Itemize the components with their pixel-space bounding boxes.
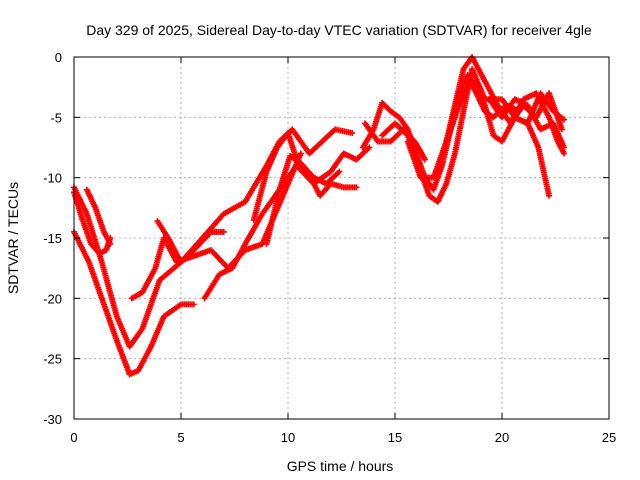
x-tick-label: 5: [177, 430, 184, 445]
data-series-track-6: [154, 218, 227, 266]
data-series-track-4: [83, 186, 114, 248]
x-axis-label: GPS time / hours: [287, 458, 394, 474]
x-tick-label: 10: [281, 430, 295, 445]
data-point: [190, 301, 197, 308]
chart-title: Day 329 of 2025, Sidereal Day-to-day VTE…: [86, 22, 592, 38]
data-point: [561, 116, 568, 123]
data-point: [421, 156, 428, 163]
data-series-track-3: [71, 228, 197, 378]
x-tick-label: 25: [602, 430, 616, 445]
data-marks: [71, 54, 568, 378]
data-point: [220, 228, 227, 235]
data-point: [336, 168, 343, 175]
x-tick-label: 15: [388, 430, 402, 445]
data-series-track-16: [507, 90, 568, 157]
data-point: [107, 241, 114, 248]
data-point: [561, 150, 568, 157]
data-point: [353, 184, 360, 191]
x-tick-label: 20: [495, 430, 509, 445]
y-axis-label: SDTVAR / TECUs: [5, 182, 21, 294]
data-point: [546, 192, 553, 199]
axis-ticks: 0 5 10 15 20 25 -30 -25 -20 -15 -10 -5 0: [43, 50, 616, 445]
y-tick-label: -10: [43, 171, 62, 186]
y-tick-label: -5: [50, 110, 62, 125]
data-point: [366, 144, 373, 151]
data-point: [558, 126, 565, 133]
y-tick-label: 0: [55, 50, 62, 65]
data-point: [297, 150, 304, 157]
data-point: [349, 130, 356, 137]
data-series-track-1: [71, 126, 356, 350]
data-series-track-9: [263, 152, 343, 248]
y-tick-label: -20: [43, 291, 62, 306]
y-tick-label: -25: [43, 352, 62, 367]
y-tick-label: -30: [43, 412, 62, 427]
x-tick-label: 0: [70, 430, 77, 445]
data-series-track-11: [362, 120, 428, 163]
y-tick-label: -15: [43, 231, 62, 246]
